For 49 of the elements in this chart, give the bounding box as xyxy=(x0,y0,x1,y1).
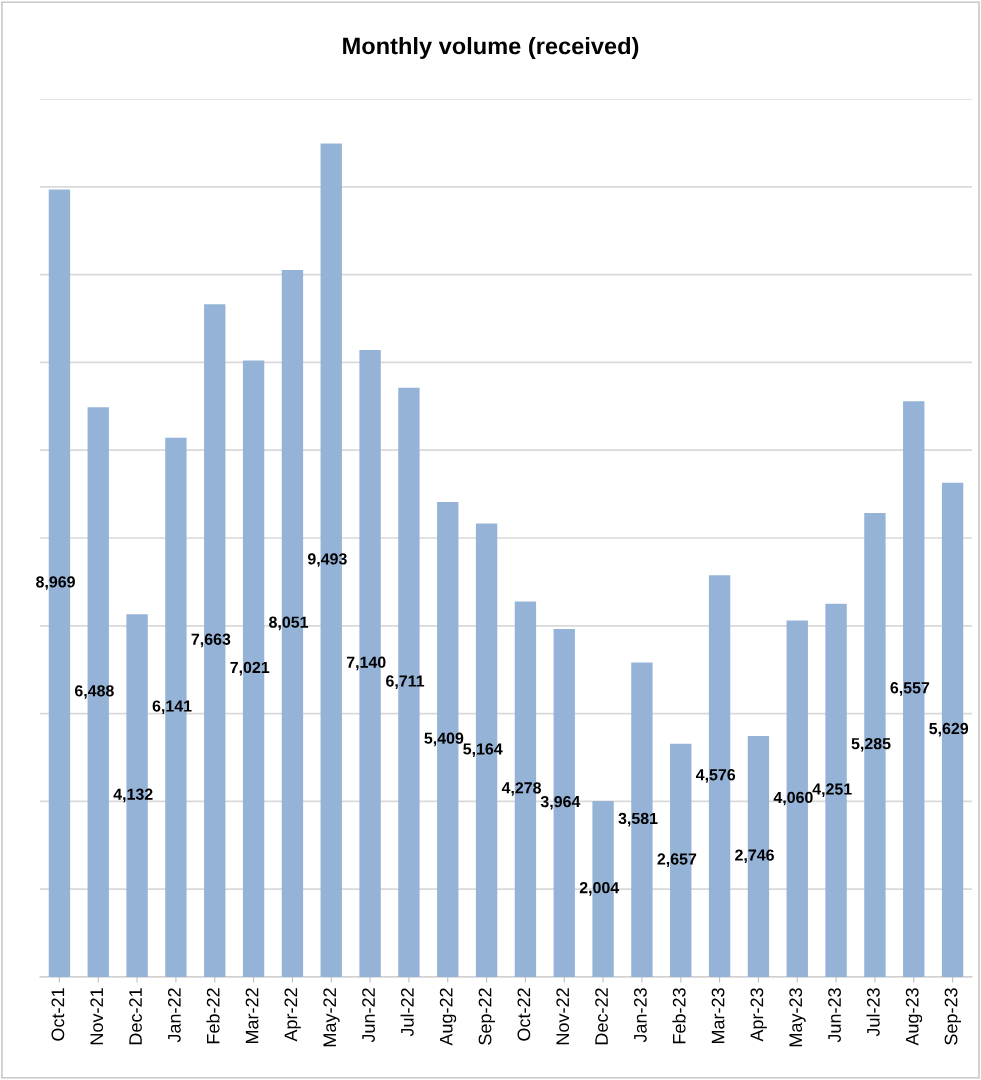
data-label: 4,576 xyxy=(695,769,736,783)
x-tick-label: Dec-21 xyxy=(129,988,142,1045)
x-tick-label: Sep-22 xyxy=(478,988,495,1045)
data-label: 4,132 xyxy=(113,788,153,803)
x-tick-label: Mar-23 xyxy=(711,988,725,1044)
data-label: 3,581 xyxy=(618,812,658,827)
data-label: 2,746 xyxy=(735,849,774,864)
data-label: 4,251 xyxy=(812,783,852,797)
x-tick-label: Jun-23 xyxy=(828,988,841,1043)
x-tick-label: Jan-22 xyxy=(167,988,181,1043)
data-label: 6,557 xyxy=(890,682,930,696)
data-label: 6,711 xyxy=(386,675,425,689)
data-label: 5,285 xyxy=(851,737,891,752)
data-label: 5,629 xyxy=(929,722,969,737)
chart-title: Monthly volume (received) xyxy=(343,37,639,60)
x-tick-label: Jun-22 xyxy=(362,988,375,1043)
data-label: 4,060 xyxy=(773,791,813,806)
x-tick-label: Apr-22 xyxy=(284,988,301,1042)
data-label: 5,164 xyxy=(463,743,503,757)
data-label: 2,004 xyxy=(579,882,620,896)
data-label: 3,964 xyxy=(540,795,581,810)
data-label: 8,051 xyxy=(269,616,309,631)
data-label: 5,409 xyxy=(424,732,464,747)
x-tick-label: Dec-22 xyxy=(595,988,608,1045)
x-tick-label: May-23 xyxy=(789,988,806,1047)
x-tick-label: Nov-21 xyxy=(90,988,104,1045)
x-tick-label: Jul-22 xyxy=(400,988,414,1037)
data-label: 8,969 xyxy=(36,576,75,590)
x-tick-label: Jul-23 xyxy=(866,988,880,1037)
x-tick-label: Mar-22 xyxy=(245,988,259,1044)
x-tick-label: Oct-22 xyxy=(517,988,531,1041)
data-label: 7,663 xyxy=(191,633,231,648)
data-label: 4,278 xyxy=(501,782,542,796)
data-label: 9,493 xyxy=(307,553,347,567)
x-tick-label: Feb-23 xyxy=(672,988,686,1044)
x-tick-label: Apr-23 xyxy=(750,988,767,1042)
x-tick-label: Jan-23 xyxy=(633,988,647,1043)
x-tick-label: Aug-22 xyxy=(439,988,457,1046)
data-label: 7,021 xyxy=(230,661,270,676)
data-label: 6,141 xyxy=(152,700,192,715)
data-label: 2,657 xyxy=(657,853,697,867)
x-tick-label: Feb-22 xyxy=(206,988,220,1044)
data-label: 7,140 xyxy=(346,656,386,671)
x-tick-label: Aug-23 xyxy=(905,988,923,1046)
x-tick-label: Sep-23 xyxy=(944,988,961,1045)
x-tick-label: Nov-22 xyxy=(556,988,570,1045)
x-tick-label: May-22 xyxy=(323,988,340,1047)
data-label: 6,488 xyxy=(74,685,114,699)
x-tick-label: Oct-21 xyxy=(51,988,65,1041)
